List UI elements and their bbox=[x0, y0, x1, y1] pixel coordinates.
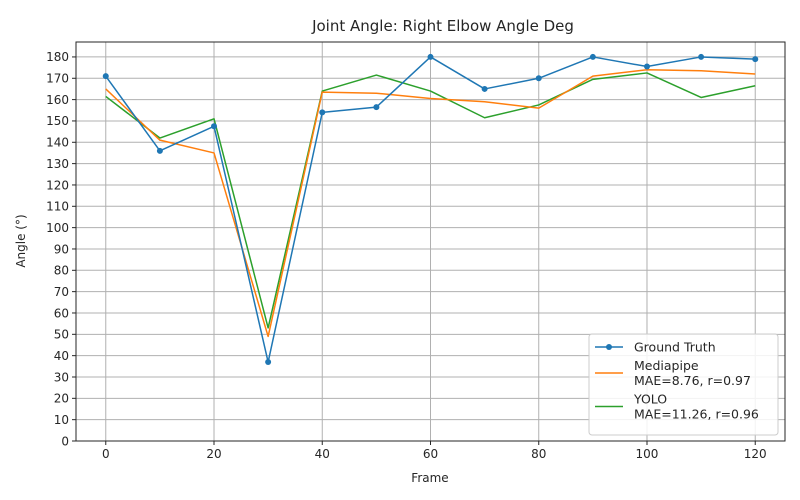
data-point-ground-truth bbox=[265, 359, 272, 366]
x-tick-label: 0 bbox=[102, 447, 110, 461]
data-point-ground-truth bbox=[156, 147, 163, 154]
y-tick-label: 110 bbox=[46, 200, 69, 214]
legend-label-mediapipe: Mediapipe bbox=[634, 358, 699, 373]
y-tick-label: 0 bbox=[61, 434, 69, 448]
data-point-ground-truth bbox=[589, 53, 596, 60]
data-point-ground-truth bbox=[643, 63, 650, 70]
y-tick-label: 160 bbox=[46, 93, 69, 107]
y-tick-label: 80 bbox=[54, 264, 69, 278]
y-tick-label: 120 bbox=[46, 178, 69, 192]
x-tick-label: 60 bbox=[423, 447, 438, 461]
data-point-ground-truth bbox=[211, 123, 218, 130]
y-tick-label: 170 bbox=[46, 72, 69, 86]
y-tick-label: 90 bbox=[54, 242, 69, 256]
data-point-ground-truth bbox=[535, 75, 542, 82]
data-point-ground-truth bbox=[752, 56, 759, 63]
series-group bbox=[102, 53, 759, 366]
x-tick-label: 40 bbox=[315, 447, 330, 461]
y-tick-label: 130 bbox=[46, 157, 69, 171]
x-tick-label: 80 bbox=[531, 447, 546, 461]
y-tick-label: 60 bbox=[54, 306, 69, 320]
grid bbox=[76, 42, 785, 442]
x-tick-label: 100 bbox=[636, 447, 659, 461]
y-tick-label: 40 bbox=[54, 349, 69, 363]
y-tick-label: 180 bbox=[46, 50, 69, 64]
y-tick-label: 20 bbox=[54, 392, 69, 406]
legend-label-yolo: YOLO bbox=[633, 392, 667, 407]
series-line-mediapipe bbox=[105, 68, 756, 338]
data-point-ground-truth bbox=[319, 109, 326, 116]
data-point-ground-truth bbox=[373, 104, 380, 111]
legend-marker-ground-truth bbox=[606, 344, 612, 350]
y-tick-label: 150 bbox=[46, 114, 69, 128]
x-tick-label: 120 bbox=[744, 447, 767, 461]
legend-label-mediapipe: MAE=8.76, r=0.97 bbox=[634, 373, 751, 388]
legend-box bbox=[588, 333, 779, 436]
data-point-ground-truth bbox=[698, 53, 705, 60]
axis-ticks: 0 20 40 60 80 100 120 0 10 20 30 40 50 60 70 80 90 100 110… bbox=[46, 50, 767, 461]
data-point-ground-truth bbox=[102, 73, 109, 80]
legend-label-ground-truth: Ground Truth bbox=[634, 340, 716, 355]
x-axis-title: Frame bbox=[411, 471, 448, 485]
y-tick-label: 70 bbox=[54, 285, 69, 299]
data-point-ground-truth bbox=[427, 53, 434, 60]
y-tick-label: 50 bbox=[54, 328, 69, 342]
y-tick-label: 30 bbox=[54, 370, 69, 384]
chart-title: Joint Angle: Right Elbow Angle Deg bbox=[311, 17, 574, 35]
y-tick-label: 140 bbox=[46, 136, 69, 150]
data-point-ground-truth bbox=[481, 85, 488, 92]
legend-label-yolo: MAE=11.26, r=0.96 bbox=[634, 407, 759, 422]
y-axis-title: Angle (°) bbox=[14, 214, 28, 267]
series-line-yolo bbox=[105, 72, 756, 329]
y-tick-label: 10 bbox=[54, 413, 69, 427]
x-tick-label: 20 bbox=[206, 447, 221, 461]
y-tick-label: 100 bbox=[46, 221, 69, 235]
